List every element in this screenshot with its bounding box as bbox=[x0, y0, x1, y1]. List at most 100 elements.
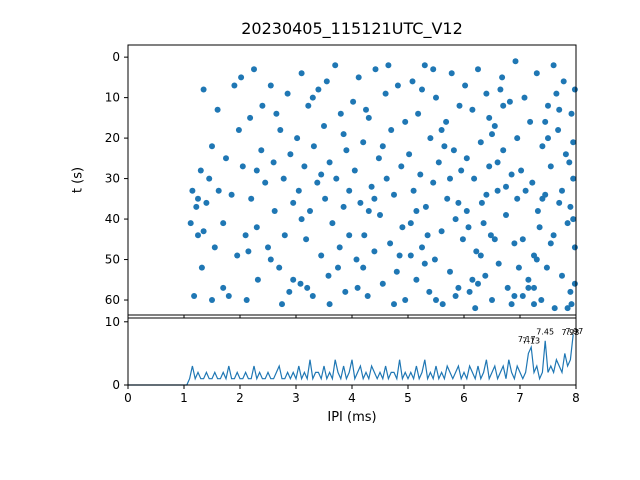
scatter-point bbox=[533, 256, 540, 263]
scatter-point bbox=[495, 260, 502, 267]
scatter-point bbox=[571, 280, 578, 287]
scatter-point bbox=[372, 66, 379, 73]
scatter-point bbox=[340, 203, 347, 210]
scatter-point bbox=[439, 301, 446, 308]
scatter-point bbox=[332, 62, 339, 69]
scatter-point bbox=[254, 276, 261, 283]
peak-annotation: 7.97 bbox=[565, 327, 583, 336]
scatter-point bbox=[415, 110, 422, 117]
scatter-point bbox=[388, 127, 395, 133]
scatter-point bbox=[438, 127, 445, 133]
scatter-point bbox=[387, 240, 394, 247]
scatter-point bbox=[399, 224, 406, 231]
scatter-point bbox=[559, 187, 565, 194]
scatter-point bbox=[225, 293, 232, 299]
scatter-point bbox=[262, 179, 269, 186]
scatter-point bbox=[551, 305, 558, 312]
scatter-point bbox=[469, 106, 476, 113]
scatter-point bbox=[512, 58, 519, 65]
x-tick-label: 2 bbox=[236, 391, 244, 405]
scatter-point bbox=[427, 135, 434, 142]
scatter-point bbox=[396, 252, 403, 259]
scatter-point bbox=[238, 74, 245, 81]
scatter-point bbox=[198, 264, 205, 271]
scatter-point bbox=[357, 199, 364, 206]
scatter-point bbox=[525, 284, 532, 291]
scatter-point bbox=[371, 248, 378, 255]
scatter-point bbox=[508, 171, 515, 178]
scatter-point bbox=[570, 175, 577, 182]
x-tick-label: 3 bbox=[292, 391, 300, 405]
x-axis-label: IPI (ms) bbox=[327, 410, 377, 425]
scatter-point bbox=[458, 167, 465, 174]
scatter-point bbox=[253, 224, 260, 231]
scatter-point bbox=[407, 220, 414, 227]
scatter-point bbox=[478, 199, 485, 206]
scatter-point bbox=[452, 293, 459, 299]
scatter-point bbox=[323, 78, 330, 85]
scatter-point bbox=[211, 244, 218, 251]
scatter-point bbox=[483, 90, 490, 97]
scatter-point bbox=[503, 183, 509, 190]
scatter-point bbox=[301, 163, 308, 170]
scatter-point bbox=[494, 187, 501, 194]
scatter-point bbox=[447, 268, 453, 275]
scatter-point bbox=[466, 288, 473, 295]
chart-title: 20230405_115121UTC_V12 bbox=[241, 19, 463, 38]
scatter-point bbox=[533, 70, 540, 77]
scatter-point bbox=[259, 102, 266, 109]
scatter-point bbox=[494, 159, 501, 166]
scatter-point bbox=[318, 252, 325, 259]
scatter-point bbox=[304, 284, 311, 291]
scatter-point bbox=[197, 167, 204, 174]
scatter-point bbox=[335, 264, 341, 271]
scatter-point bbox=[276, 264, 283, 271]
scatter-point bbox=[568, 110, 575, 117]
scatter-point bbox=[377, 212, 383, 218]
scatter-point bbox=[433, 297, 439, 303]
scatter-point bbox=[273, 110, 280, 117]
scatter-point bbox=[364, 293, 371, 299]
scatter-point bbox=[360, 139, 367, 146]
scatter-point bbox=[424, 232, 431, 239]
scatter-point bbox=[251, 66, 257, 73]
bottom-plot-frame bbox=[127, 317, 577, 386]
scatter-point bbox=[515, 264, 522, 271]
scatter-point bbox=[448, 70, 455, 77]
scatter-point bbox=[486, 163, 493, 170]
scatter-point bbox=[571, 244, 578, 251]
scatter-point bbox=[355, 74, 362, 81]
scatter-point bbox=[564, 220, 571, 227]
scatter-point bbox=[433, 94, 439, 101]
y-tick-label: 40 bbox=[105, 212, 120, 226]
scatter-point bbox=[511, 240, 518, 247]
scatter-point bbox=[539, 143, 546, 150]
scatter-point bbox=[514, 195, 521, 202]
scatter-point bbox=[538, 297, 545, 303]
peak-annotation: 7.45 bbox=[536, 327, 554, 336]
y-tick-label: 10 bbox=[105, 315, 120, 329]
scatter-point bbox=[287, 151, 294, 158]
x-tick-label: 5 bbox=[404, 391, 412, 405]
scatter-point bbox=[303, 236, 310, 243]
scatter-point bbox=[527, 118, 534, 125]
scatter-point bbox=[379, 280, 386, 287]
scatter-point bbox=[450, 147, 457, 154]
scatter-point bbox=[463, 208, 470, 214]
scatter-point bbox=[506, 98, 513, 105]
scatter-point bbox=[189, 187, 196, 194]
scatter-point bbox=[290, 199, 297, 206]
scatter-point bbox=[421, 62, 428, 69]
scatter-point bbox=[568, 301, 575, 308]
scatter-point bbox=[318, 171, 325, 178]
scatter-point bbox=[410, 187, 417, 194]
scatter-point bbox=[555, 127, 562, 133]
scatter-point bbox=[258, 147, 265, 154]
scatter-point bbox=[559, 272, 565, 279]
scatter-point bbox=[571, 86, 578, 93]
scatter-point bbox=[309, 293, 316, 299]
scatter-point bbox=[363, 106, 369, 113]
scatter-point bbox=[560, 78, 567, 85]
scatter-point bbox=[354, 284, 361, 291]
scatter-point bbox=[422, 203, 429, 210]
